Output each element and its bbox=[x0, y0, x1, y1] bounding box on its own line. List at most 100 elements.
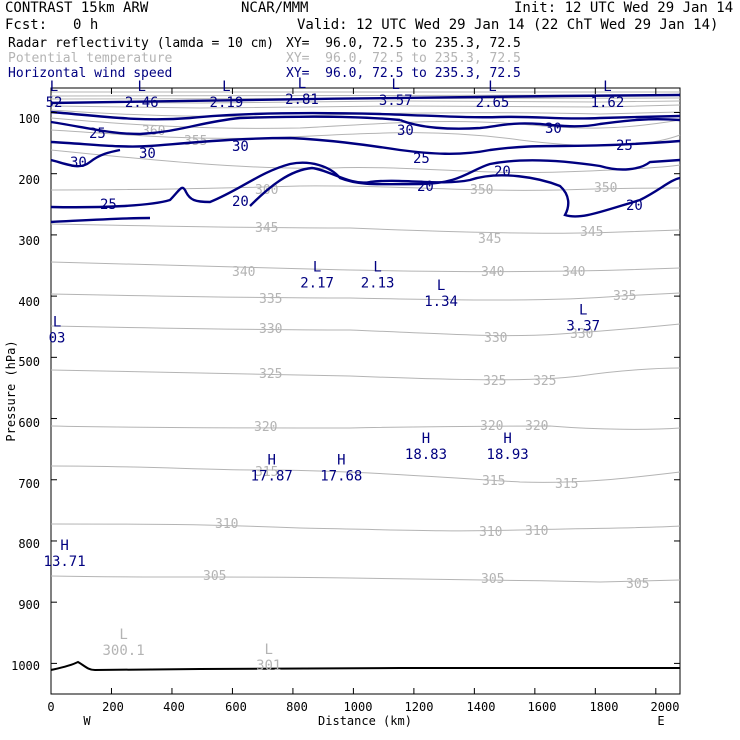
theta-label-320: 320 bbox=[480, 419, 503, 434]
x-tick-label: 1800 bbox=[590, 700, 619, 714]
theta-line bbox=[50, 575, 681, 583]
legend-theta-xy: XY= 96.0, 72.5 to 235.3, 72.5 bbox=[286, 51, 521, 66]
theta-label-325: 325 bbox=[533, 374, 556, 389]
low-marker: L2.46 bbox=[125, 79, 159, 111]
extremum-value: 2.65 bbox=[476, 95, 510, 111]
extremum-type: L bbox=[579, 302, 587, 318]
extremum-value: 1.62 bbox=[591, 95, 625, 111]
low-marker: L2.65 bbox=[476, 79, 510, 111]
theta-label-330: 330 bbox=[484, 331, 507, 346]
theta-line bbox=[50, 104, 681, 109]
theta-line bbox=[50, 465, 681, 483]
high-marker: H13.71 bbox=[44, 538, 86, 570]
wind-contour-line bbox=[50, 216, 151, 224]
x-tick-label: 1600 bbox=[528, 700, 557, 714]
low-marker: L2.17 bbox=[300, 260, 334, 292]
theta-label-360: 360 bbox=[142, 124, 165, 139]
x-end-label-east: E bbox=[657, 714, 664, 728]
extremum-value: 3.57 bbox=[379, 93, 413, 109]
extremum-type: H bbox=[422, 431, 430, 447]
wind-labels: 25 30 30 30 30 25 25 30 20 20 20 25 20 bbox=[70, 121, 643, 214]
theta-label-345: 345 bbox=[478, 232, 501, 247]
theta-label-345: 345 bbox=[580, 225, 603, 240]
theta-line bbox=[50, 523, 681, 532]
theta-line bbox=[50, 117, 681, 129]
y-tick-label: 1000 bbox=[11, 659, 40, 673]
theta-label-310: 310 bbox=[479, 525, 502, 540]
wind-contours bbox=[50, 93, 681, 224]
extremum-value: 2.17 bbox=[300, 276, 334, 292]
wind-contour-line bbox=[50, 148, 121, 168]
wind-label-20: 20 bbox=[626, 198, 643, 214]
extremum-value: 18.93 bbox=[487, 447, 529, 463]
low-marker: L52 bbox=[46, 79, 63, 111]
low-marker: L1.62 bbox=[591, 79, 625, 111]
extremum-type: L bbox=[392, 77, 400, 93]
high-marker: H17.87 bbox=[251, 452, 293, 484]
y-tick-label: 100 bbox=[18, 112, 40, 126]
x-tick-label: 400 bbox=[163, 700, 185, 714]
low-marker: L3.37 bbox=[566, 302, 600, 334]
extremum-type: H bbox=[268, 452, 276, 468]
theta-label-340: 340 bbox=[481, 265, 504, 280]
model-title: CONTRAST 15km ARW bbox=[5, 0, 149, 16]
theta-label-335: 335 bbox=[613, 289, 636, 304]
extremum-type: L bbox=[119, 627, 127, 643]
valid-time: Valid: 12 UTC Wed 29 Jan 14 (22 ChT Wed … bbox=[297, 17, 719, 33]
y-tick-label: 500 bbox=[18, 355, 40, 369]
theta-labels: 360 355 350 350 300 345 345 345 340 340 … bbox=[142, 124, 649, 592]
legend-wind-field: Horizontal wind speed bbox=[8, 66, 173, 81]
x-tick-label: 800 bbox=[286, 700, 308, 714]
extremum-type: L bbox=[373, 260, 381, 276]
wind-contour-line bbox=[50, 158, 681, 209]
forecast-label: Fcst: bbox=[5, 17, 48, 33]
theta-line bbox=[50, 292, 681, 301]
x-tick-label: 200 bbox=[102, 700, 124, 714]
y-tick-label: 600 bbox=[18, 416, 40, 430]
extremum-type: H bbox=[337, 452, 345, 468]
extremum-value: 2.19 bbox=[210, 95, 244, 111]
theta-label-330: 330 bbox=[570, 327, 593, 342]
theta-line bbox=[50, 323, 681, 337]
theta-line bbox=[50, 261, 681, 272]
theta-label-350: 350 bbox=[594, 181, 617, 196]
wind-contour-line bbox=[50, 93, 681, 105]
wind-contour-line bbox=[50, 110, 681, 121]
low-marker: L3.57 bbox=[379, 77, 413, 109]
low-marker: L2.19 bbox=[210, 79, 244, 111]
wind-contour-line bbox=[399, 118, 681, 130]
wind-label-30: 30 bbox=[397, 123, 414, 139]
extremum-type: L bbox=[603, 79, 611, 95]
wind-label-30: 30 bbox=[139, 146, 156, 162]
extremum-type: L bbox=[53, 315, 61, 331]
theta-label-325: 325 bbox=[259, 367, 282, 382]
extremum-value: 17.87 bbox=[251, 468, 293, 484]
extremum-value: 300.1 bbox=[102, 643, 144, 659]
legend-reflectivity-xy: XY= 96.0, 72.5 to 235.3, 72.5 bbox=[286, 36, 521, 51]
wind-label-20: 20 bbox=[232, 194, 249, 210]
wind-label-30: 30 bbox=[232, 139, 249, 155]
theta-line bbox=[50, 223, 681, 234]
wind-contour-line bbox=[50, 115, 401, 136]
extremum-type: L bbox=[488, 79, 496, 95]
axis-ticks bbox=[50, 88, 680, 694]
theta-label-310: 310 bbox=[215, 517, 238, 532]
y-tick-label: 200 bbox=[18, 173, 40, 187]
theta-label-320: 320 bbox=[254, 420, 277, 435]
forecast-hour: 0 h bbox=[73, 17, 99, 33]
legend-reflectivity-field: Radar reflectivity (lamda = 10 cm) bbox=[8, 36, 275, 51]
extremum-value: 18.83 bbox=[405, 447, 447, 463]
high-marker: H18.93 bbox=[487, 431, 529, 463]
theta-label-305: 305 bbox=[626, 577, 649, 592]
wind-label-25: 25 bbox=[100, 197, 117, 213]
organization: NCAR/MMM bbox=[241, 0, 309, 16]
y-tick-label: 700 bbox=[18, 477, 40, 491]
extremum-type: L bbox=[138, 79, 146, 95]
theta-label-315: 315 bbox=[255, 465, 278, 480]
wind-label-20: 20 bbox=[417, 179, 434, 195]
x-axis-label: Distance (km) bbox=[318, 714, 412, 728]
init-time: Init: 12 UTC Wed 29 Jan 14 bbox=[514, 0, 734, 16]
wind-contour-line bbox=[50, 136, 681, 155]
theta-label-305: 305 bbox=[203, 569, 226, 584]
